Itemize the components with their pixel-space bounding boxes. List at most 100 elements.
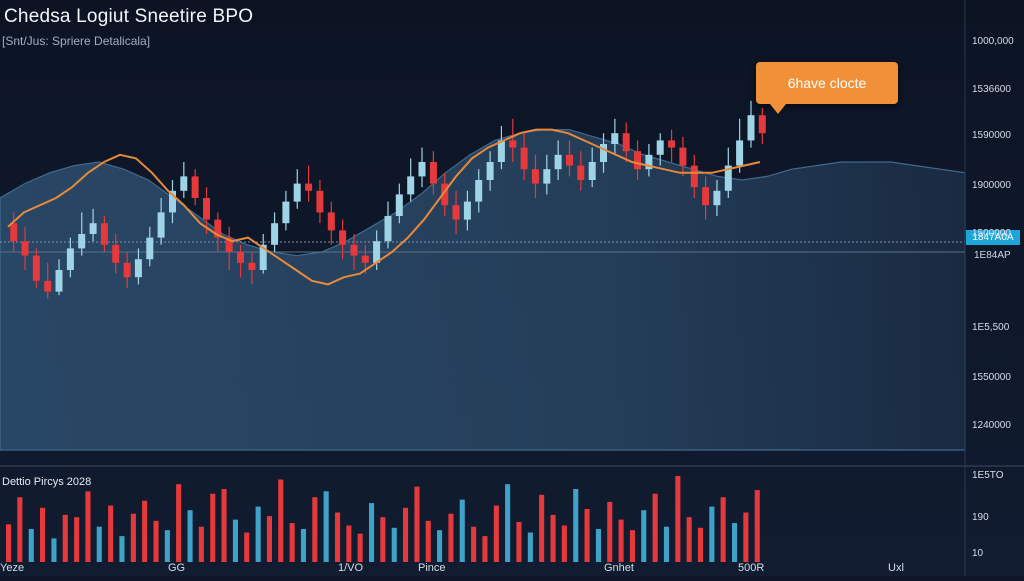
candle xyxy=(588,147,596,188)
candle xyxy=(180,162,188,198)
candle xyxy=(747,100,755,148)
candle-body xyxy=(112,244,120,263)
volume-bar xyxy=(584,509,590,562)
candle-body xyxy=(180,176,188,191)
x-tick-label: 1/VO xyxy=(338,562,364,574)
x-tick-label: GG xyxy=(168,562,186,574)
volume-bar xyxy=(17,497,23,562)
candle xyxy=(486,151,494,191)
candle-body xyxy=(373,241,381,263)
candle-body xyxy=(44,280,52,292)
candle-layer xyxy=(10,100,766,299)
candle xyxy=(316,180,324,224)
candle-body xyxy=(622,133,630,152)
volume-bar xyxy=(595,529,601,562)
volume-bar xyxy=(607,501,613,562)
volume-bar xyxy=(187,510,193,562)
candle-body xyxy=(361,255,369,263)
volume-bar xyxy=(732,523,738,562)
candle-body xyxy=(169,190,176,213)
candle-body xyxy=(463,201,471,220)
candle-body xyxy=(21,241,29,256)
candle-body xyxy=(157,212,165,238)
candle-body xyxy=(134,259,142,278)
volume-tick-label: 1E5TO xyxy=(972,470,1004,481)
candle xyxy=(554,140,562,180)
volume-bar xyxy=(198,526,204,562)
candle-body xyxy=(203,198,210,220)
candle xyxy=(271,212,279,252)
volume-bar xyxy=(527,532,533,562)
candle xyxy=(622,122,630,162)
volume-bar xyxy=(164,530,170,562)
candle-body xyxy=(531,169,539,184)
candle xyxy=(66,237,74,278)
candle-body xyxy=(702,187,710,206)
candle xyxy=(520,133,528,180)
candle-body xyxy=(327,212,335,231)
candle-body xyxy=(509,140,517,148)
candle xyxy=(259,234,267,274)
candle xyxy=(645,144,653,177)
volume-bar xyxy=(391,527,397,562)
volume-bar xyxy=(629,530,635,562)
candle xyxy=(191,169,199,206)
candle xyxy=(690,154,698,198)
y-tick-label: 1900000 xyxy=(972,180,1011,191)
candle xyxy=(600,133,607,173)
volume-bar xyxy=(493,505,499,562)
candle xyxy=(736,118,744,173)
candle-body xyxy=(645,154,653,170)
candle-body xyxy=(600,144,607,162)
candle xyxy=(157,198,165,245)
candle-body xyxy=(89,223,97,234)
candle xyxy=(724,147,732,198)
candle xyxy=(758,108,766,144)
candle xyxy=(55,259,63,296)
volume-bar xyxy=(357,533,363,562)
volume-bar xyxy=(176,484,182,562)
candle xyxy=(531,154,539,198)
x-tick-label: 500R xyxy=(738,562,765,574)
volume-bar xyxy=(459,499,465,562)
candle xyxy=(713,180,721,216)
volume-bar xyxy=(618,519,624,562)
candle xyxy=(203,187,210,234)
volume-bar xyxy=(425,520,431,562)
volume-bar xyxy=(414,486,420,562)
volume-bar xyxy=(323,491,329,562)
volume-bar xyxy=(697,527,703,562)
volume-bar xyxy=(232,519,238,562)
callout-badge: 6have clocte xyxy=(756,62,898,114)
chart-subtitle: [Snt/Jus: Spriere Detalicala] xyxy=(2,34,151,48)
candle-body xyxy=(350,244,358,256)
volume-bar xyxy=(652,493,658,562)
candle xyxy=(418,147,426,188)
volume-bar xyxy=(505,484,511,562)
x-tick-label: Uxl xyxy=(888,562,904,574)
ma-layer xyxy=(7,128,761,286)
candle xyxy=(702,176,710,220)
candle-body xyxy=(452,205,460,220)
candle-body xyxy=(486,162,494,180)
x-tick-label: Gnhet xyxy=(604,562,634,574)
candle xyxy=(248,252,256,285)
candle-body xyxy=(259,244,267,270)
volume-bar xyxy=(539,494,545,562)
candle-body xyxy=(395,194,403,216)
candle-body xyxy=(225,237,233,252)
candle xyxy=(146,226,154,267)
candle-body xyxy=(497,140,505,162)
candle xyxy=(339,219,347,260)
moving-average-line xyxy=(7,128,761,286)
y-tick-label: 1550000 xyxy=(972,372,1011,383)
candle-body xyxy=(747,115,755,141)
y-tick-label: 1536600 xyxy=(972,84,1011,95)
candle xyxy=(293,169,301,209)
volume-bar xyxy=(403,507,409,562)
candle xyxy=(305,165,313,202)
candle-body xyxy=(78,234,86,249)
volume-bar xyxy=(709,506,715,562)
candle-body xyxy=(32,255,40,281)
